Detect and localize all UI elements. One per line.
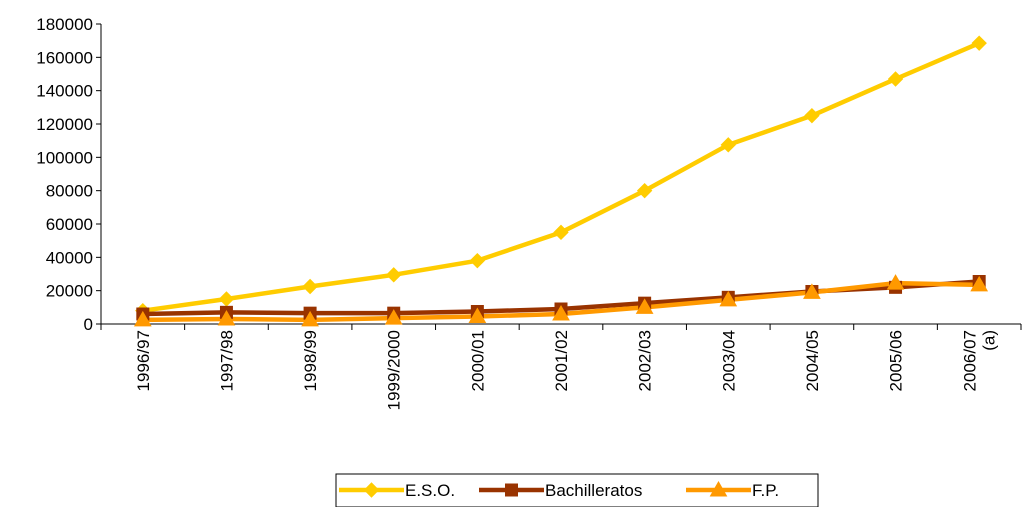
- y-axis-ticks: 0 20000 40000 60000 80000 100000 120000 140000 1…: [36, 15, 101, 334]
- x-tick-label: (a): [980, 330, 999, 351]
- x-tick-label: 1999/2000: [385, 330, 404, 410]
- series-line-0: [140, 40, 982, 313]
- data-point: [553, 224, 569, 241]
- x-tick-label: 2004/05: [803, 330, 822, 391]
- legend: E.S.O. Bachilleratos F.P.: [335, 473, 819, 508]
- data-point: [552, 304, 570, 321]
- y-tick-label: 40000: [46, 248, 93, 267]
- x-tick-label: 2000/01: [468, 330, 487, 391]
- y-tick-label: 60000: [46, 215, 93, 234]
- data-point: [970, 275, 989, 292]
- data-point: [886, 274, 905, 290]
- series-lines: [140, 40, 982, 323]
- data-point: [469, 252, 486, 269]
- data-point: [302, 278, 318, 295]
- legend-label: F.P.: [752, 481, 779, 500]
- data-point: [719, 290, 738, 307]
- legend-label: E.S.O.: [405, 481, 455, 500]
- x-tick-label: 2003/04: [719, 330, 738, 391]
- data-point: [217, 309, 236, 326]
- data-point: [386, 267, 402, 283]
- data-point: [635, 298, 654, 314]
- y-tick-label: 120000: [36, 115, 93, 134]
- data-point: [720, 137, 736, 153]
- data-point: [133, 310, 152, 327]
- data-point: [468, 307, 487, 323]
- data-point: [218, 291, 235, 307]
- y-tick-label: 160000: [36, 48, 93, 67]
- x-tick-label: 1996/97: [134, 330, 153, 391]
- data-point: [301, 310, 319, 327]
- x-tick-label: 1997/98: [217, 330, 236, 391]
- legend-label: Bachilleratos: [545, 481, 642, 500]
- y-tick-label: 20000: [46, 282, 93, 301]
- x-axis-ticks: 1996/97 1997/98 1998/99 1999/2000 2000/01 200…: [100, 324, 1022, 410]
- legend-marker: [363, 482, 380, 498]
- x-tick-label: 2006/07: [961, 330, 980, 391]
- data-point: [384, 309, 403, 325]
- y-tick-label: 100000: [36, 148, 93, 167]
- y-tick-label: 180000: [36, 15, 93, 34]
- series-markers: [133, 35, 989, 327]
- x-tick-label: 2005/06: [887, 330, 906, 391]
- legend-marker: [709, 480, 728, 497]
- data-point: [971, 35, 987, 51]
- data-point: [804, 107, 820, 124]
- y-tick-label: 0: [84, 315, 93, 334]
- x-tick-label: 2001/02: [552, 330, 571, 391]
- data-point: [887, 71, 904, 87]
- y-tick-label: 140000: [36, 82, 93, 101]
- x-tick-label: 1998/99: [301, 330, 320, 391]
- data-point: [803, 283, 821, 299]
- x-tick-label: 2002/03: [636, 330, 655, 391]
- data-point: [636, 182, 653, 199]
- legend-marker: [505, 483, 518, 497]
- y-tick-label: 80000: [46, 182, 93, 201]
